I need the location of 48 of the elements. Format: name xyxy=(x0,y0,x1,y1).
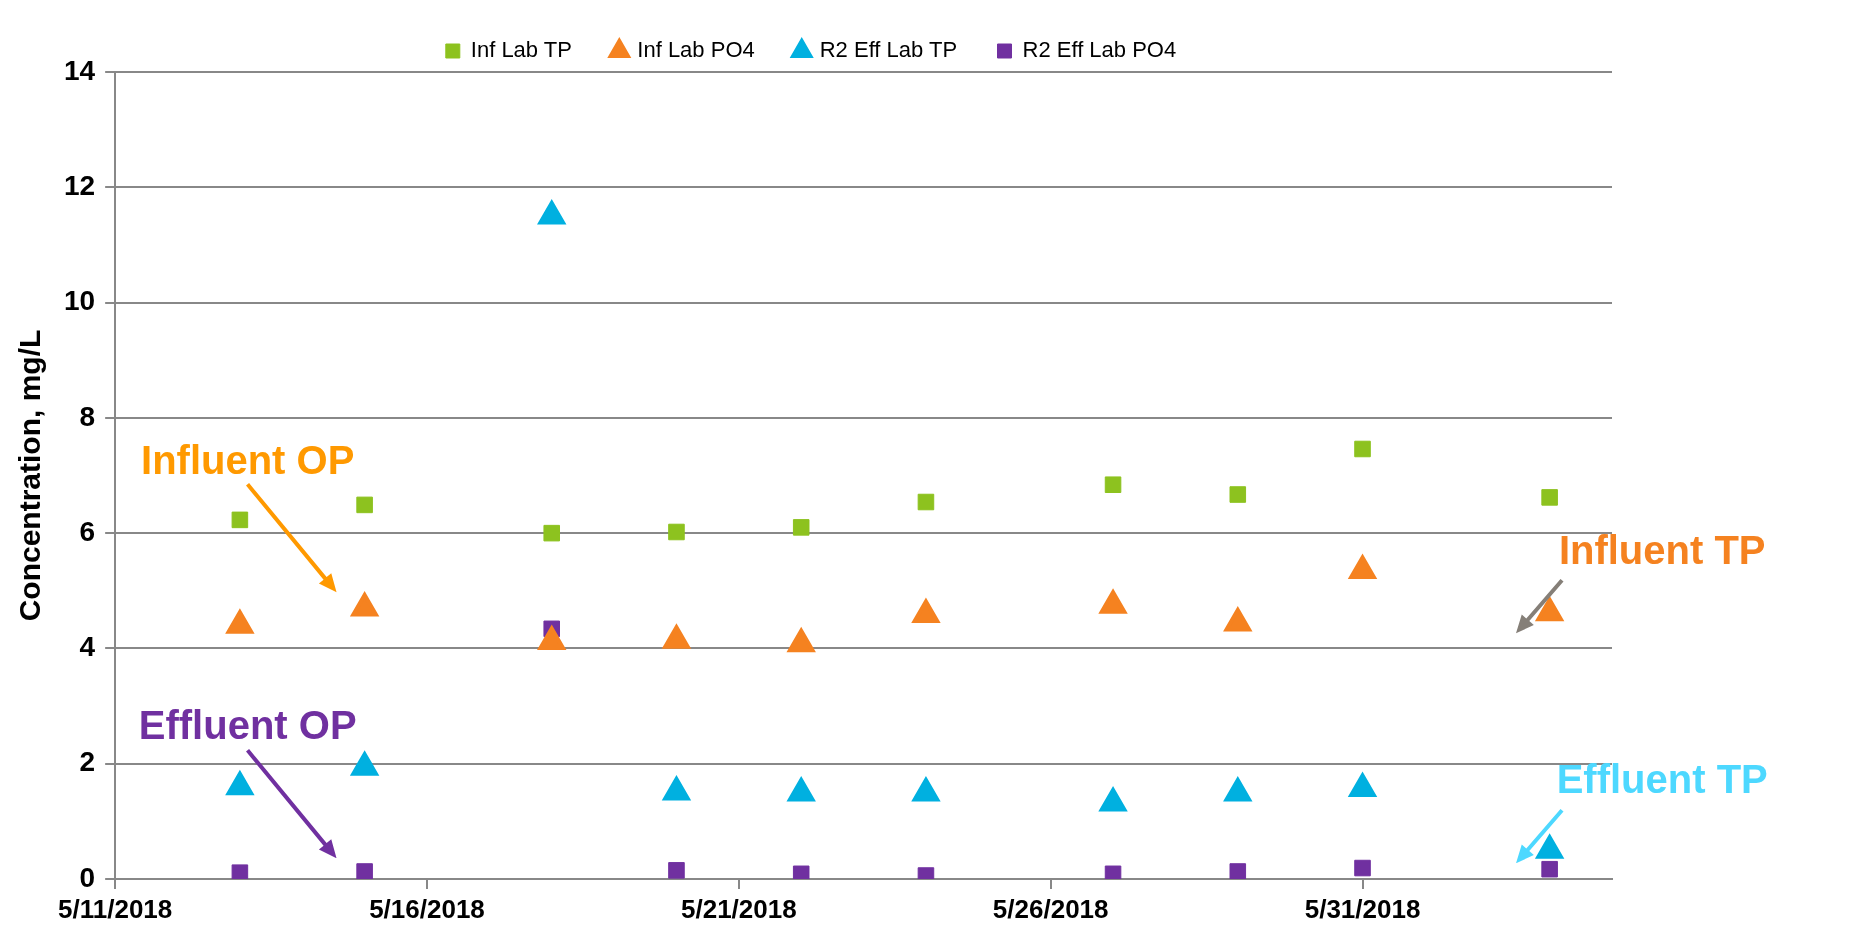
y-tick-label: 2 xyxy=(79,746,96,778)
point xyxy=(225,769,255,796)
annotation: Influent TP xyxy=(1558,527,1766,572)
point xyxy=(1224,608,1252,632)
y-tick-label: 12 xyxy=(63,170,96,201)
point xyxy=(543,524,561,542)
x-tick-label: 5/11/2018 xyxy=(58,894,173,925)
y-tick-label: 0 xyxy=(79,861,96,893)
legend-label: R2 Eff Lab PO4 xyxy=(1022,37,1177,63)
point xyxy=(1104,476,1122,493)
point xyxy=(1354,440,1371,458)
point xyxy=(351,752,378,776)
legend-label: Inf Lab PO4 xyxy=(637,37,755,63)
point xyxy=(792,519,810,536)
annotation: Effluent TP xyxy=(1556,756,1768,801)
y-tick-label: 10 xyxy=(63,285,96,317)
point xyxy=(668,523,685,541)
point xyxy=(1541,489,1558,506)
point xyxy=(917,493,935,511)
point xyxy=(231,511,249,529)
y-axis-title: Concentration, mg/L xyxy=(13,329,47,622)
point xyxy=(663,776,690,801)
point xyxy=(1099,590,1127,614)
x-tick-label: 5/16/2018 xyxy=(369,894,485,925)
annotation: Effluent OP xyxy=(138,703,357,748)
point xyxy=(351,593,378,617)
legend-label: R2 Eff Lab TP xyxy=(819,37,958,63)
point xyxy=(787,778,815,802)
point xyxy=(792,865,810,879)
y-tick-label: 6 xyxy=(79,515,96,547)
point xyxy=(912,599,940,623)
x-tick-label: 5/26/2018 xyxy=(992,894,1109,925)
annotation: Influent OP xyxy=(141,437,355,482)
point xyxy=(663,625,690,649)
x-tick-label: 5/31/2018 xyxy=(1304,894,1421,925)
legend-label: Inf Lab TP xyxy=(470,37,572,63)
point xyxy=(356,496,373,514)
point xyxy=(1104,865,1122,879)
y-tick-label: 8 xyxy=(79,400,96,432)
y-tick-label: 4 xyxy=(79,631,96,663)
point xyxy=(1229,486,1247,503)
y-tick-label: 14 xyxy=(63,54,96,86)
point xyxy=(912,778,940,802)
point xyxy=(1224,778,1252,802)
point xyxy=(1099,787,1127,812)
point xyxy=(226,610,254,634)
x-tick-label: 5/21/2018 xyxy=(681,894,797,925)
point xyxy=(1349,773,1376,797)
